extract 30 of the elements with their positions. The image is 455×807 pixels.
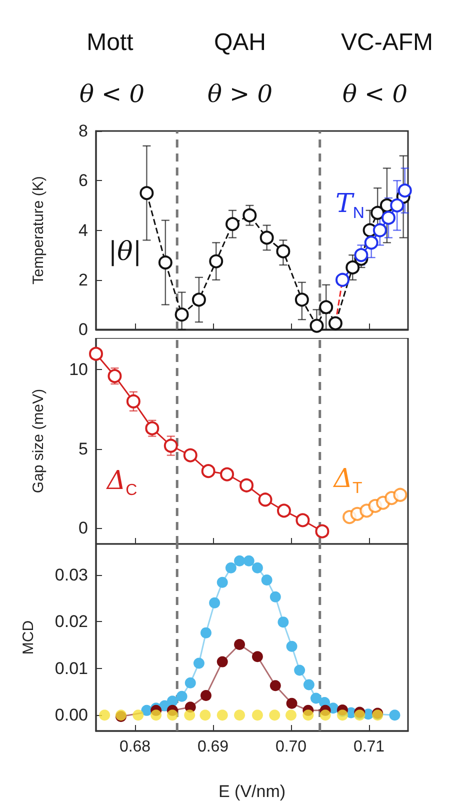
text: θ < 0 xyxy=(79,80,145,108)
y-axis-title: MCD xyxy=(20,620,37,655)
text: QAH xyxy=(214,29,266,57)
y-tick-label: 0 xyxy=(78,518,88,538)
y-tick-label: 0.01 xyxy=(54,658,88,678)
y-tick-label: 0 xyxy=(78,320,88,339)
text: θ > 0 xyxy=(207,80,273,108)
annotation: T$_{N}$ xyxy=(336,189,364,224)
annotation: Δ$_{C}$ xyxy=(106,466,138,500)
y-tick-label: 10 xyxy=(69,360,88,380)
y-tick-label: 0.02 xyxy=(54,612,88,632)
text: Mott xyxy=(86,29,134,57)
text: θ < 0 xyxy=(342,80,408,108)
y-tick-label: 6 xyxy=(78,171,88,190)
y-tick-label: 4 xyxy=(78,220,88,240)
x-axis-title: E (V/nm) xyxy=(218,782,286,801)
y-tick-label: 0.00 xyxy=(54,706,88,725)
text: VC-AFM xyxy=(341,29,433,57)
annotation: Δ$_{T}$ xyxy=(334,464,362,498)
x-tick-label: 0.69 xyxy=(197,738,229,756)
annotation: |θ| xyxy=(108,237,142,267)
y-axis-title: Temperature (K) xyxy=(30,176,47,284)
x-tick-label: 0.68 xyxy=(119,738,151,756)
x-tick-label: 0.71 xyxy=(353,738,385,756)
y-tick-label: 5 xyxy=(78,439,88,458)
y-tick-label: 0.03 xyxy=(54,565,88,584)
y-axis-title: Gap size (meV) xyxy=(30,388,47,494)
y-tick-label: 2 xyxy=(78,270,88,290)
y-tick-label: 8 xyxy=(78,122,88,140)
x-tick-label: 0.70 xyxy=(275,738,307,756)
